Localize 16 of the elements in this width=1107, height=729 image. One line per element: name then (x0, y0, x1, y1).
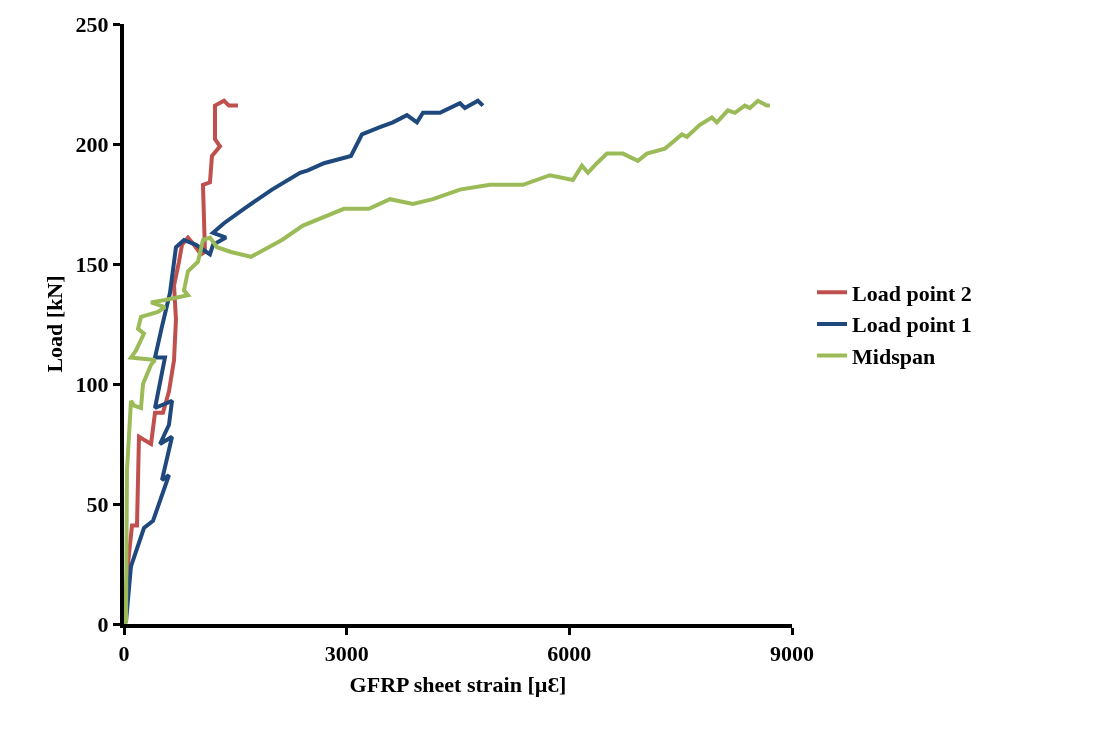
line-series (124, 98, 772, 624)
y-tick-label: 50 (86, 491, 109, 517)
legend-label: Midspan (852, 344, 936, 370)
x-tick-label: 9000 (770, 641, 814, 667)
x-axis-title: GFRP sheet strain [µƐ] (349, 671, 567, 697)
y-tick-label: 0 (97, 611, 109, 637)
x-tick-label: 0 (118, 641, 130, 667)
legend-label: Load point 1 (852, 312, 972, 338)
y-tick-label: 200 (75, 131, 109, 157)
y-axis-title: Load [kN] (41, 275, 67, 373)
x-tick-label: 3000 (324, 641, 369, 667)
x-tick-label: 6000 (547, 641, 592, 667)
y-tick-label: 100 (75, 371, 109, 397)
y-tick-label: 150 (75, 251, 109, 277)
legend-label: Load point 2 (852, 280, 972, 306)
y-tick-label: 250 (75, 11, 109, 37)
